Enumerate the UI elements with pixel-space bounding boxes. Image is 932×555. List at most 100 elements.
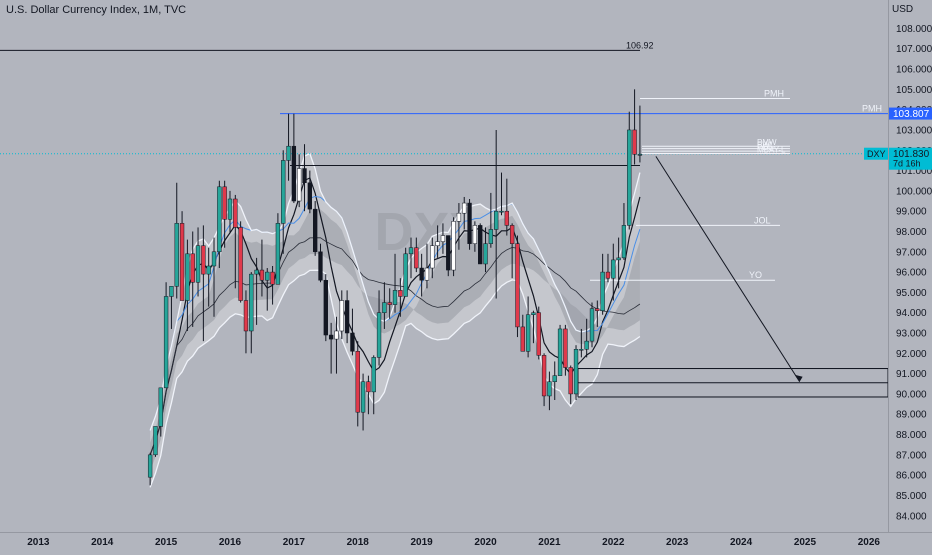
candle-body xyxy=(291,145,297,202)
y-tick-label: 99.000 xyxy=(896,207,927,218)
candle-body xyxy=(147,454,153,478)
y-tick-label: 92.000 xyxy=(896,349,927,360)
candle-body xyxy=(557,328,563,376)
candle-body xyxy=(318,251,323,281)
candle-body xyxy=(525,314,531,352)
candle-body xyxy=(323,279,328,336)
candle-body xyxy=(163,296,169,389)
candle-body xyxy=(344,300,350,334)
candle-body xyxy=(472,225,478,244)
y-tick-label: 101.000 xyxy=(896,166,932,177)
candle-body xyxy=(419,267,424,281)
symbol-tag-bg xyxy=(864,147,888,160)
x-tick-label: 2015 xyxy=(155,537,178,548)
y-tick-label: 98.000 xyxy=(896,227,927,238)
candle-body xyxy=(376,312,382,358)
candle-body xyxy=(568,367,573,395)
time-axis[interactable] xyxy=(0,532,932,551)
candle-body xyxy=(233,198,238,228)
candle-body xyxy=(408,247,414,255)
candle-body xyxy=(616,257,621,261)
candle-body xyxy=(605,271,611,279)
candle-body xyxy=(595,308,600,311)
y-tick-label: 108.000 xyxy=(896,24,932,35)
price-label-bg xyxy=(889,107,932,120)
level-label: PMH xyxy=(764,88,784,98)
candle-body xyxy=(435,241,440,246)
x-tick-label: 2017 xyxy=(283,537,306,548)
x-tick-label: 2019 xyxy=(411,537,434,548)
candle-body xyxy=(573,349,579,395)
candle-body xyxy=(179,223,185,301)
candle-body xyxy=(499,210,504,213)
candle-body xyxy=(627,129,632,226)
projection-arrow-line xyxy=(655,156,801,383)
price-axis[interactable] xyxy=(888,0,932,532)
price-label-text: 101.830 xyxy=(893,149,930,160)
y-tick-label: 97.000 xyxy=(896,247,927,258)
x-tick-label: 2024 xyxy=(730,537,753,548)
candle-body xyxy=(371,357,376,393)
candle-body xyxy=(552,375,557,382)
candle-body xyxy=(222,186,227,220)
candle-body xyxy=(312,208,318,253)
candle-body xyxy=(350,332,355,352)
candle-body xyxy=(382,302,387,313)
candle-body xyxy=(430,245,435,269)
candle-body xyxy=(478,225,483,265)
candle-body xyxy=(243,300,249,332)
level-label: YO xyxy=(749,270,762,280)
price-label-text: 103.807 xyxy=(893,109,930,120)
candle-body xyxy=(281,160,286,224)
candle-body xyxy=(174,223,179,287)
candle-body xyxy=(563,328,568,368)
level-label: PMH xyxy=(862,104,882,114)
candle-body xyxy=(488,229,494,244)
x-tick-label: 2023 xyxy=(666,537,689,548)
candle-body xyxy=(249,273,254,332)
candle-body xyxy=(259,269,265,281)
y-tick-label: 90.000 xyxy=(896,389,927,400)
candle-body xyxy=(462,202,467,214)
candle-body xyxy=(611,259,616,279)
candle-body xyxy=(334,330,339,340)
price-countdown: 7d 16h xyxy=(893,159,921,169)
envelope-lower-line xyxy=(149,269,641,488)
candle-body xyxy=(520,326,525,352)
candle-body xyxy=(467,202,472,244)
candle-body xyxy=(270,271,275,285)
y-tick-label: 103.000 xyxy=(896,125,932,136)
candle-body xyxy=(621,225,627,259)
y-tick-label: 87.000 xyxy=(896,450,927,461)
candle-body xyxy=(398,290,403,297)
candle-body xyxy=(600,271,605,311)
x-tick-label: 2025 xyxy=(794,537,817,548)
y-tick-label: 86.000 xyxy=(896,471,927,482)
candle-body xyxy=(536,312,541,356)
currency-label: USD xyxy=(892,4,913,15)
candle-body xyxy=(217,186,222,253)
candle-body xyxy=(195,245,201,283)
y-tick-label: 91.000 xyxy=(896,369,927,380)
projection-arrow-head xyxy=(794,374,803,382)
candle-body xyxy=(504,210,509,226)
x-tick-label: 2016 xyxy=(219,537,242,548)
candle-body xyxy=(440,235,446,242)
small-level-label: PMW xyxy=(757,138,777,147)
candle-body xyxy=(579,349,584,351)
candle-body xyxy=(190,253,195,283)
level-label: JOL xyxy=(754,215,771,225)
candle-body xyxy=(238,227,243,301)
candle-body xyxy=(632,129,637,155)
candle-body xyxy=(637,154,643,156)
candle-body xyxy=(355,351,360,413)
small-level-label: PDL xyxy=(757,143,773,152)
x-tick-label: 2022 xyxy=(602,537,625,548)
candle-body xyxy=(584,340,589,350)
candle-body xyxy=(227,198,233,220)
candle-body xyxy=(206,265,211,275)
candle-body xyxy=(265,271,270,281)
